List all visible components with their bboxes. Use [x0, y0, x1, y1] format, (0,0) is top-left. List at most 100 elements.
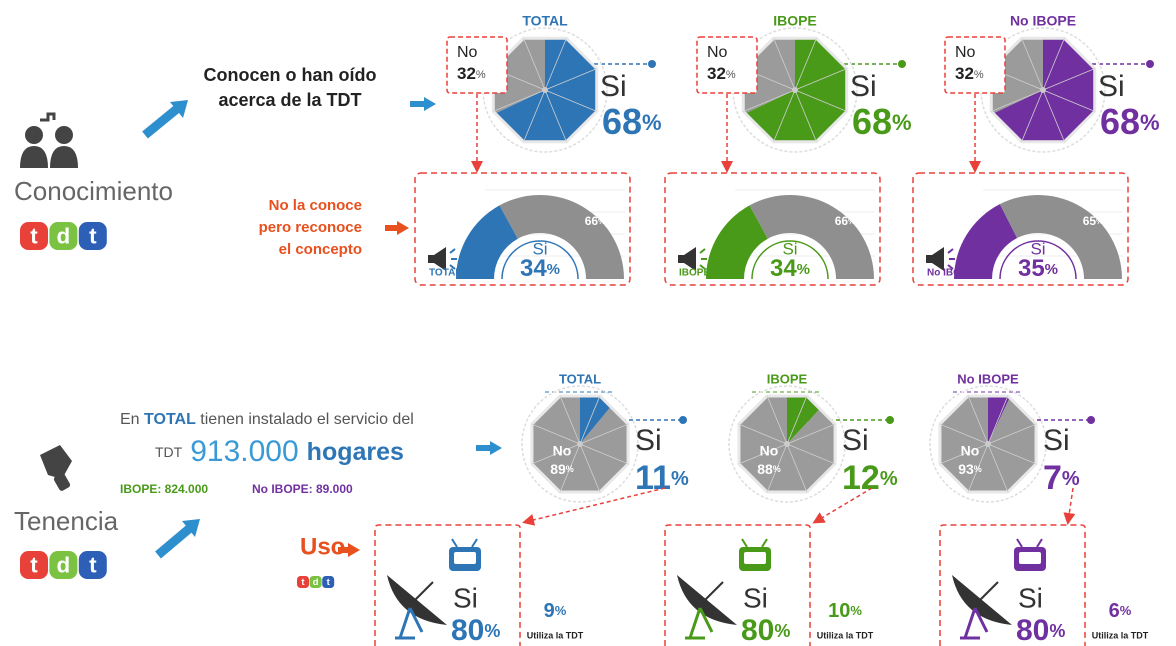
households-number: 913.000: [190, 435, 298, 468]
reconoce-si-value-part: 34: [520, 255, 547, 282]
gauge-hub: [792, 87, 798, 93]
gauge-halo: [728, 385, 846, 503]
tv-antenna: [1016, 538, 1043, 548]
gauge-spoke: [939, 443, 989, 465]
utiliza-value-part: 9: [544, 600, 555, 622]
no-value-part: 32: [707, 64, 726, 83]
inner-arc: [751, 240, 829, 280]
dish-arm: [704, 581, 724, 601]
gauge-spoke: [1042, 38, 1065, 91]
reconoce-no-value-part: 66: [835, 214, 849, 228]
reconoce-si-value-part: 34: [770, 255, 797, 282]
intro: En TOTAL tienen instalado el servicio de…: [120, 411, 414, 428]
group-header: TOTAL: [522, 13, 568, 29]
logo-tile: [49, 222, 78, 250]
logo-letter: t: [89, 223, 97, 248]
leader-dot: [886, 416, 894, 424]
section-label: Tenencia: [14, 506, 119, 536]
logo-letter: d: [313, 577, 319, 588]
inner-arc: [999, 240, 1077, 280]
uso-si-value-part: 80: [741, 614, 774, 646]
intro-part: tienen instalado el servicio del: [196, 411, 414, 428]
dish-stand: [395, 607, 424, 640]
uso-si-value: 80%: [1016, 614, 1065, 646]
logo-tile: [297, 576, 309, 588]
gauge-spoke: [786, 423, 836, 445]
gauge-spoke: [794, 89, 847, 112]
utiliza-value: 9%: [544, 600, 567, 622]
uso-si-label: Si: [453, 582, 478, 613]
gauge-spoke: [967, 443, 989, 493]
si-value-part: 68: [852, 101, 892, 142]
tv-antenna: [741, 538, 768, 548]
no-value-part: 93: [958, 461, 974, 477]
utiliza-value-part: %: [555, 603, 567, 618]
gauge-spoke: [579, 443, 629, 465]
reconoce-no-value-part: %: [598, 217, 605, 226]
uso-si-value-part: 80: [1016, 614, 1049, 646]
no-value: 93%: [958, 461, 982, 477]
no-label: No: [961, 443, 980, 459]
reconoce-si-label: Si: [782, 239, 797, 258]
gauge-hub: [985, 441, 991, 447]
si-value: 68%: [1100, 101, 1160, 142]
intro-part: TOTAL: [144, 411, 196, 428]
dish-icon: [952, 575, 1012, 625]
dish-arm: [414, 581, 434, 601]
gauge-halo: [521, 385, 639, 503]
logo-letter: t: [89, 552, 97, 577]
gauge-spoke: [531, 423, 581, 445]
gauge-spoke: [991, 89, 1044, 112]
people-icon: [20, 112, 78, 168]
no-box: [446, 36, 508, 94]
gauge-spoke: [493, 89, 546, 112]
si-value: 68%: [602, 101, 662, 142]
leader-dot: [679, 416, 687, 424]
leader-dot: [1146, 60, 1154, 68]
reconoce-si-value-part: %: [797, 261, 810, 278]
no-value-part: %: [566, 464, 574, 474]
gauge-hub: [784, 441, 790, 447]
gauge-hub: [577, 441, 583, 447]
tv-screen: [1019, 552, 1041, 564]
no-box: [944, 36, 1006, 94]
group-header: TOTAL: [559, 371, 601, 386]
dish-stand: [685, 607, 714, 640]
logo-tile: [78, 551, 107, 579]
reconoce-no-value-part: 66: [585, 214, 599, 228]
si-value-part: %: [1140, 110, 1160, 135]
no-value-part: 32: [457, 64, 476, 83]
arrow-head: [424, 97, 436, 111]
reconoce-si-value-part: 35: [1018, 255, 1045, 282]
si-label: Si: [600, 70, 627, 103]
si-value: 11%: [635, 459, 689, 497]
logo-letter: t: [301, 577, 305, 588]
si-value-part: %: [642, 110, 662, 135]
reconoce-no-label: No: [1085, 199, 1101, 213]
logo-letter: d: [57, 552, 71, 577]
gauge-spoke: [773, 38, 796, 91]
si-value: 7%: [1043, 459, 1080, 497]
megaphone-waves: [699, 248, 707, 270]
arrow-head: [397, 221, 409, 235]
gauge-spoke: [1042, 89, 1065, 142]
logo-tile: [20, 222, 48, 250]
gauge-spoke: [786, 443, 836, 465]
megaphone-waves: [449, 248, 457, 270]
no-value-part: %: [773, 464, 781, 474]
section-label: Conocimiento: [14, 176, 173, 206]
sub-question: No la conoce: [269, 197, 362, 214]
leader-dot: [1087, 416, 1095, 424]
gauge-spoke: [766, 395, 788, 445]
gauge-spoke: [523, 89, 546, 142]
gauge-spoke: [1042, 68, 1095, 91]
si-value-part: 12: [842, 459, 880, 497]
si-value-part: 68: [1100, 101, 1140, 142]
dish-icon: [677, 575, 737, 625]
dish-stand: [960, 607, 989, 640]
reconoce-no-value: 65%: [1083, 214, 1103, 228]
connector: [522, 487, 666, 526]
group-header: No IBOPE: [957, 371, 1019, 386]
no-value: 89%: [550, 461, 574, 477]
reconoce-no-value-part: %: [1096, 217, 1103, 226]
